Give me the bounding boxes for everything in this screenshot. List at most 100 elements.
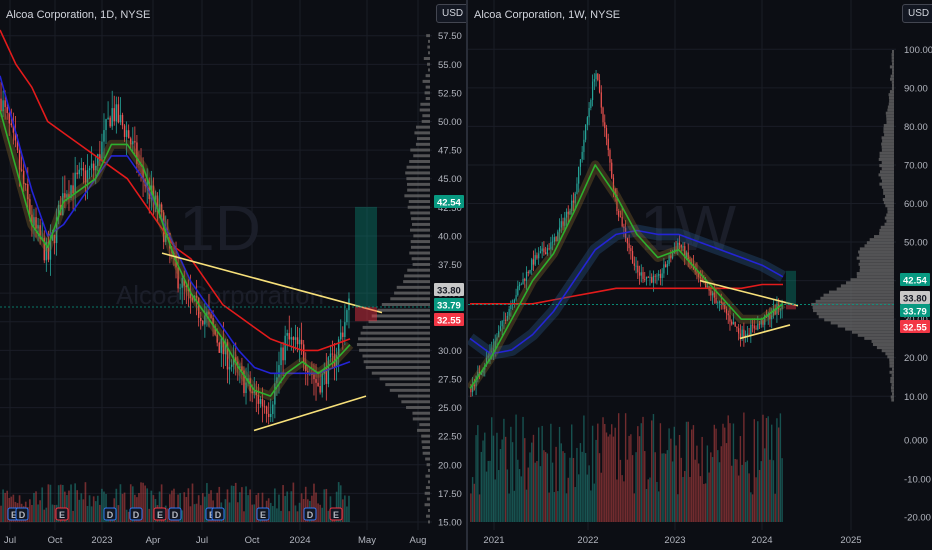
volume-bar [167,508,169,522]
price-tick-label: 60.00 [904,199,928,210]
chart-pane-left[interactable]: 1D Alcoa Corporation 57.50 55.00 52.50 50.00 4… [0,0,466,550]
volume-profile-bar [428,480,430,483]
volume-bar [200,505,202,522]
volume-profile-bar [857,275,894,278]
volume-profile-bar [410,229,430,232]
volume-bar [776,418,777,522]
volume-bar [529,452,530,522]
candle-body [646,277,647,279]
candle-body [301,340,302,345]
candle-body [547,248,548,254]
moving-average-green [470,165,783,389]
time-tick-label: Jul [4,535,16,546]
volume-profile-bar [845,328,894,331]
volume-profile-bar [881,226,894,229]
volume-bar [715,429,716,522]
candle-body [717,303,718,304]
volume-profile-bar [425,503,430,506]
volume-profile-bar [889,96,894,99]
candle-body [628,243,629,248]
volume-profile-bar [891,395,894,398]
ma-band [0,110,350,396]
volume-bar [576,448,577,522]
volume-bar [757,421,758,522]
chart-pane-right[interactable]: 1W100.0090.0080.0070.0060.0050.0040.0030… [468,0,932,550]
volume-profile-bar [838,325,894,328]
weekly-chart-canvas[interactable]: 1W100.0090.0080.0070.0060.0050.0040.0030… [468,0,932,550]
candle-body [542,249,543,252]
volume-profile-bar [382,303,430,306]
volume-bar [748,473,749,522]
volume-bar [599,453,600,522]
volume-profile-bar [884,133,894,136]
candle-body [658,274,659,276]
candle-body [635,266,636,267]
volume-profile-bar [887,109,894,112]
volume-bar [85,482,87,522]
volume-bar [606,432,607,522]
candle-body [332,354,333,355]
volume-profile-bar [860,247,894,250]
price-tag-label: 33.80 [437,286,461,297]
candle-body [733,322,734,324]
volume-bar [286,492,288,522]
volume-profile-bar [404,194,430,197]
candle-body [321,373,322,392]
candle-body [0,99,1,112]
volume-profile-bar [891,399,894,402]
volume-profile-bar [426,34,430,37]
candle-body [632,251,633,263]
candle-body [179,288,180,289]
candle-body [620,217,621,218]
time-axis: 2021 2022 2023 2024 2025 [483,535,861,546]
candle-body [606,128,607,139]
volume-bar [781,458,782,522]
volume-profile-bar [366,366,430,369]
volume-bar [694,460,695,522]
candle-body [748,334,749,335]
volume-bar [689,477,690,522]
candle-body [103,130,104,142]
currency-button[interactable]: USD [902,4,932,23]
candle-body [264,406,265,407]
daily-chart-canvas[interactable]: 1D Alcoa Corporation 57.50 55.00 52.50 50.00 4… [0,0,466,550]
volume-profile-bar [892,81,894,84]
volume-bar [486,472,487,522]
volume-profile-bar [877,346,894,349]
volume-profile-bar [410,149,430,152]
volume-profile-bar [851,278,894,281]
candle-body [750,325,751,335]
volume-bar [545,452,546,522]
volume-bar [575,487,576,522]
candle-body [583,140,584,152]
volume-profile-bar [892,62,894,65]
volume-profile-bar [817,312,894,315]
volume-bar [317,503,319,522]
volume-profile-bar [857,257,894,260]
volume-bar [284,496,286,522]
volume-bar [508,493,509,522]
candle-body [346,310,347,322]
volume-bar [272,506,274,522]
volume-profile-bar [401,400,430,403]
time-tick-label: 2023 [91,535,112,546]
volume-bar [653,414,654,522]
volume-bar [348,496,350,522]
volume-bar [594,484,595,522]
volume-profile-bar [411,246,430,249]
volume-bar [239,492,241,522]
volume-bar [101,489,103,522]
volume-bar [188,488,190,522]
currency-button[interactable]: USD [436,4,466,23]
candle-body [317,383,318,386]
volume-bar [635,452,636,522]
volume-bar [651,420,652,522]
earnings-marker: E [330,508,342,520]
volume-bar [728,415,729,522]
volume-bar [705,483,706,522]
volume-profile-bar [892,72,894,75]
volume-bar [243,511,245,522]
volume-bar [524,438,525,522]
volume-profile-bar [887,207,894,210]
candle-body [627,238,628,243]
